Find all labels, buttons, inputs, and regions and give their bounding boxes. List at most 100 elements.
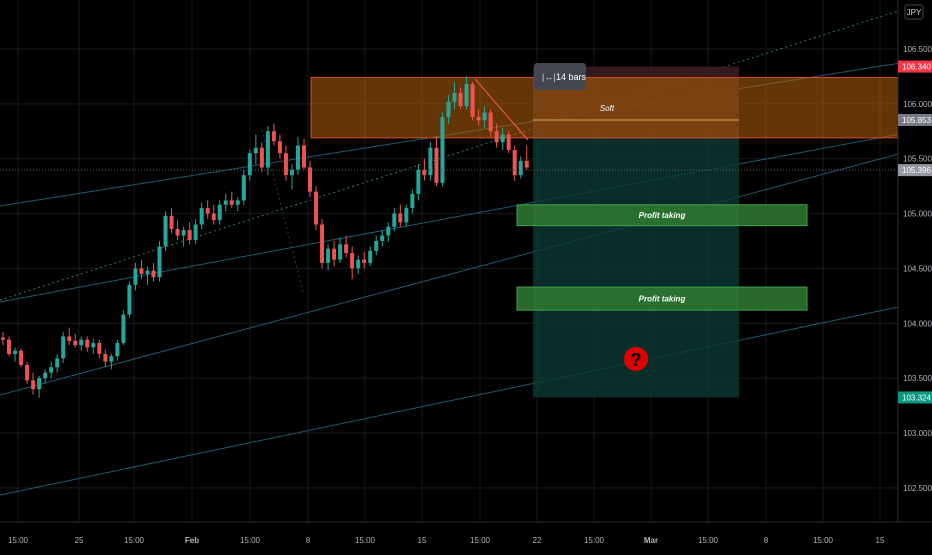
price-label-text: 105.853: [902, 116, 931, 125]
currency-badge[interactable]: JPY: [904, 4, 924, 20]
candle-body: [386, 226, 391, 236]
candle-body: [320, 224, 325, 263]
soft-level-label: Soft: [600, 104, 615, 113]
candle-body: [13, 350, 18, 355]
candle-body: [7, 339, 12, 355]
price-axis-background: [898, 0, 932, 550]
candle-body: [308, 167, 313, 192]
candle-body: [205, 208, 210, 214]
candle-body: [181, 230, 186, 236]
candle-body: [488, 112, 493, 132]
candle-body: [512, 149, 517, 176]
time-tick-label: 15:00: [8, 536, 29, 545]
candle-body: [350, 253, 355, 269]
price-tick-label: 106.500: [903, 45, 932, 54]
time-tick-label: Feb: [185, 536, 199, 545]
price-label-tag: [898, 60, 932, 73]
candle-body: [277, 141, 282, 154]
candle-body: [470, 84, 475, 118]
candlestick-series: [1, 76, 529, 398]
channel-line[interactable]: [0, 144, 932, 396]
candle-body: [283, 153, 288, 176]
candle-body: [392, 213, 397, 227]
candle-body: [241, 175, 246, 201]
candle-body: [314, 191, 319, 225]
candle-body: [398, 213, 403, 223]
time-tick-label: 8: [764, 536, 769, 545]
question-mark-text: ?: [631, 350, 642, 370]
candle-body: [49, 367, 54, 373]
price-label-text: 105.396: [902, 166, 931, 175]
profit-taking-zone-2[interactable]: [516, 286, 808, 311]
candle-body: [374, 241, 379, 251]
channel-line[interactable]: [0, 299, 932, 496]
time-tick-label: 25: [75, 536, 84, 545]
question-mark-badge: ?: [624, 347, 648, 371]
candle-body: [482, 112, 487, 121]
dotted-trend-line[interactable]: [0, 0, 932, 301]
candle-body: [410, 193, 415, 209]
candle-body: [380, 235, 385, 241]
candle-body: [518, 160, 523, 176]
candle-body: [344, 244, 349, 254]
candle-body: [458, 92, 463, 107]
candle-body: [500, 134, 505, 143]
candle-body: [356, 259, 361, 269]
candle-body: [37, 378, 42, 390]
time-tick-label: 8: [306, 536, 311, 545]
currency-label: JPY: [907, 8, 922, 17]
price-tick-label: 103.000: [903, 429, 932, 438]
time-tick-label: 15:00: [355, 536, 376, 545]
candle-body: [31, 380, 36, 390]
candle-body: [133, 268, 138, 285]
candle-body: [121, 314, 126, 344]
candle-body: [73, 340, 78, 346]
candle-body: [235, 200, 240, 205]
time-axis[interactable]: 15:00 25 15:00 Feb 15:00 8 15:00 15 15:00 22 15:00…: [0, 521, 932, 550]
profit-taking-label-1: Profit taking: [639, 211, 686, 220]
candle-body: [440, 117, 445, 183]
descending-trendline[interactable]: [474, 78, 529, 141]
candle-body: [223, 200, 228, 205]
candle-body: [494, 131, 499, 143]
candle-body: [1, 337, 5, 340]
candle-body: [67, 336, 72, 341]
time-tick-label: 15:00: [470, 536, 491, 545]
time-tick-label: 15: [876, 536, 885, 545]
profit-taking-zone-1[interactable]: [516, 204, 808, 227]
candle-body: [79, 339, 84, 346]
time-tick-label: Mar: [644, 536, 658, 545]
price-tick-label: 105.500: [903, 155, 932, 164]
candle-body: [151, 270, 156, 278]
candle-body: [61, 336, 66, 359]
price-label-text: 103.324: [902, 393, 931, 402]
price-tick-label: 102.500: [903, 484, 932, 493]
resistance-zone[interactable]: [310, 77, 899, 139]
time-tick-label: 15:00: [584, 536, 605, 545]
time-tick-label: 22: [533, 536, 542, 545]
time-tick-label: 15:00: [240, 536, 261, 545]
candle-body: [416, 169, 421, 194]
candle-body: [362, 259, 367, 263]
candle-body: [169, 215, 174, 229]
candle-body: [368, 250, 373, 263]
price-tick-label: 103.500: [903, 374, 932, 383]
candle-body: [55, 358, 60, 368]
candle-body: [247, 153, 252, 176]
price-axis[interactable]: 106.500 106.000 105.500 105.000 104.500 104.0…: [897, 0, 932, 550]
candle-body: [259, 147, 264, 168]
candle-body: [506, 134, 511, 150]
candle-body: [43, 372, 48, 379]
candle-body: [476, 117, 481, 121]
candle-body: [163, 215, 168, 247]
price-labels: 106.340 105.853 105.396 103.324: [898, 60, 932, 404]
candle-body: [103, 354, 108, 362]
candle-body: [289, 169, 294, 176]
candle-body: [145, 270, 150, 274]
candle-body: [295, 145, 300, 170]
bars-count-badge[interactable]: |↔| 14 bars: [534, 63, 587, 90]
candle-body: [85, 339, 90, 348]
time-tick-label: 15:00: [698, 536, 719, 545]
candle-body: [452, 92, 457, 102]
